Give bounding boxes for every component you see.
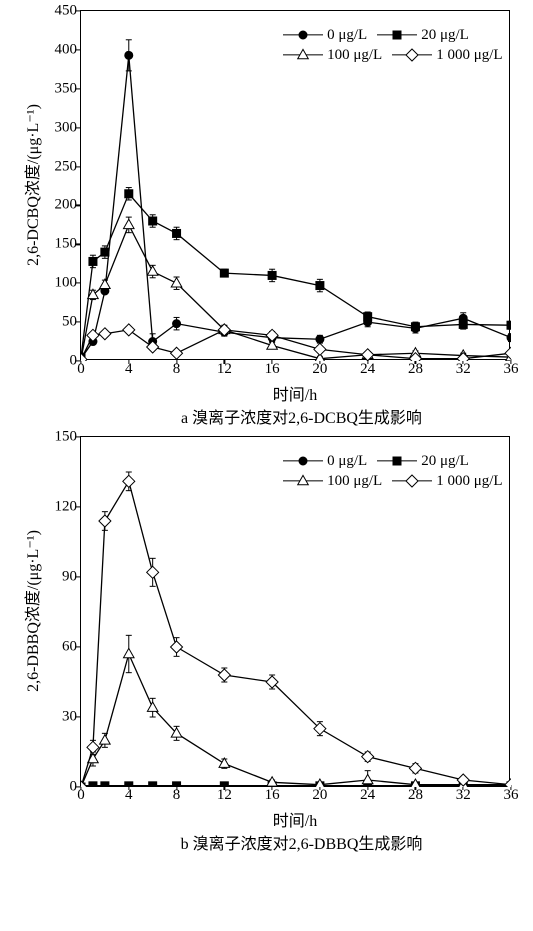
legend-label: 100 μg/L <box>327 47 382 64</box>
legend-item: 0 μg/L <box>283 453 367 470</box>
legend-item: 100 μg/L <box>283 473 382 490</box>
legend-item: 20 μg/L <box>377 27 469 44</box>
legend-label: 20 μg/L <box>421 27 469 44</box>
legend: 0 μg/L 20 μg/L 100 μg/L 1 000 μg/L <box>283 25 513 65</box>
legend-label: 20 μg/L <box>421 453 469 470</box>
plot-area-a: 2,6-DCBQ浓度/(μg·L⁻¹) 时间/h 050100150200250… <box>80 10 510 360</box>
panel-a: 2,6-DCBQ浓度/(μg·L⁻¹) 时间/h 050100150200250… <box>80 10 523 428</box>
legend-item: 100 μg/L <box>283 47 382 64</box>
legend-item: 0 μg/L <box>283 27 367 44</box>
panel-b: 2,6-DBBQ浓度/(μg·L⁻¹) 时间/h 030609012015004… <box>80 436 523 854</box>
legend-item: 20 μg/L <box>377 453 469 470</box>
legend-label: 1 000 μg/L <box>436 473 502 490</box>
legend-label: 0 μg/L <box>327 27 367 44</box>
caption-b: b 溴离子浓度对2,6-DBBQ生成影响 <box>80 830 523 854</box>
legend-label: 100 μg/L <box>327 473 382 490</box>
ylabel-b: 2,6-DBBQ浓度/(μg·L⁻¹) <box>19 530 43 692</box>
xlabel-a: 时间/h <box>273 381 317 405</box>
xlabel-b: 时间/h <box>273 807 317 831</box>
legend: 0 μg/L 20 μg/L 100 μg/L 1 000 μg/L <box>283 451 513 491</box>
legend-item: 1 000 μg/L <box>392 47 502 64</box>
caption-a: a 溴离子浓度对2,6-DCBQ生成影响 <box>80 404 523 428</box>
ylabel-a: 2,6-DCBQ浓度/(μg·L⁻¹) <box>19 104 43 266</box>
figure: 2,6-DCBQ浓度/(μg·L⁻¹) 时间/h 050100150200250… <box>0 0 533 868</box>
plot-area-b: 2,6-DBBQ浓度/(μg·L⁻¹) 时间/h 030609012015004… <box>80 436 510 786</box>
legend-item: 1 000 μg/L <box>392 473 502 490</box>
legend-label: 0 μg/L <box>327 453 367 470</box>
legend-label: 1 000 μg/L <box>436 47 502 64</box>
